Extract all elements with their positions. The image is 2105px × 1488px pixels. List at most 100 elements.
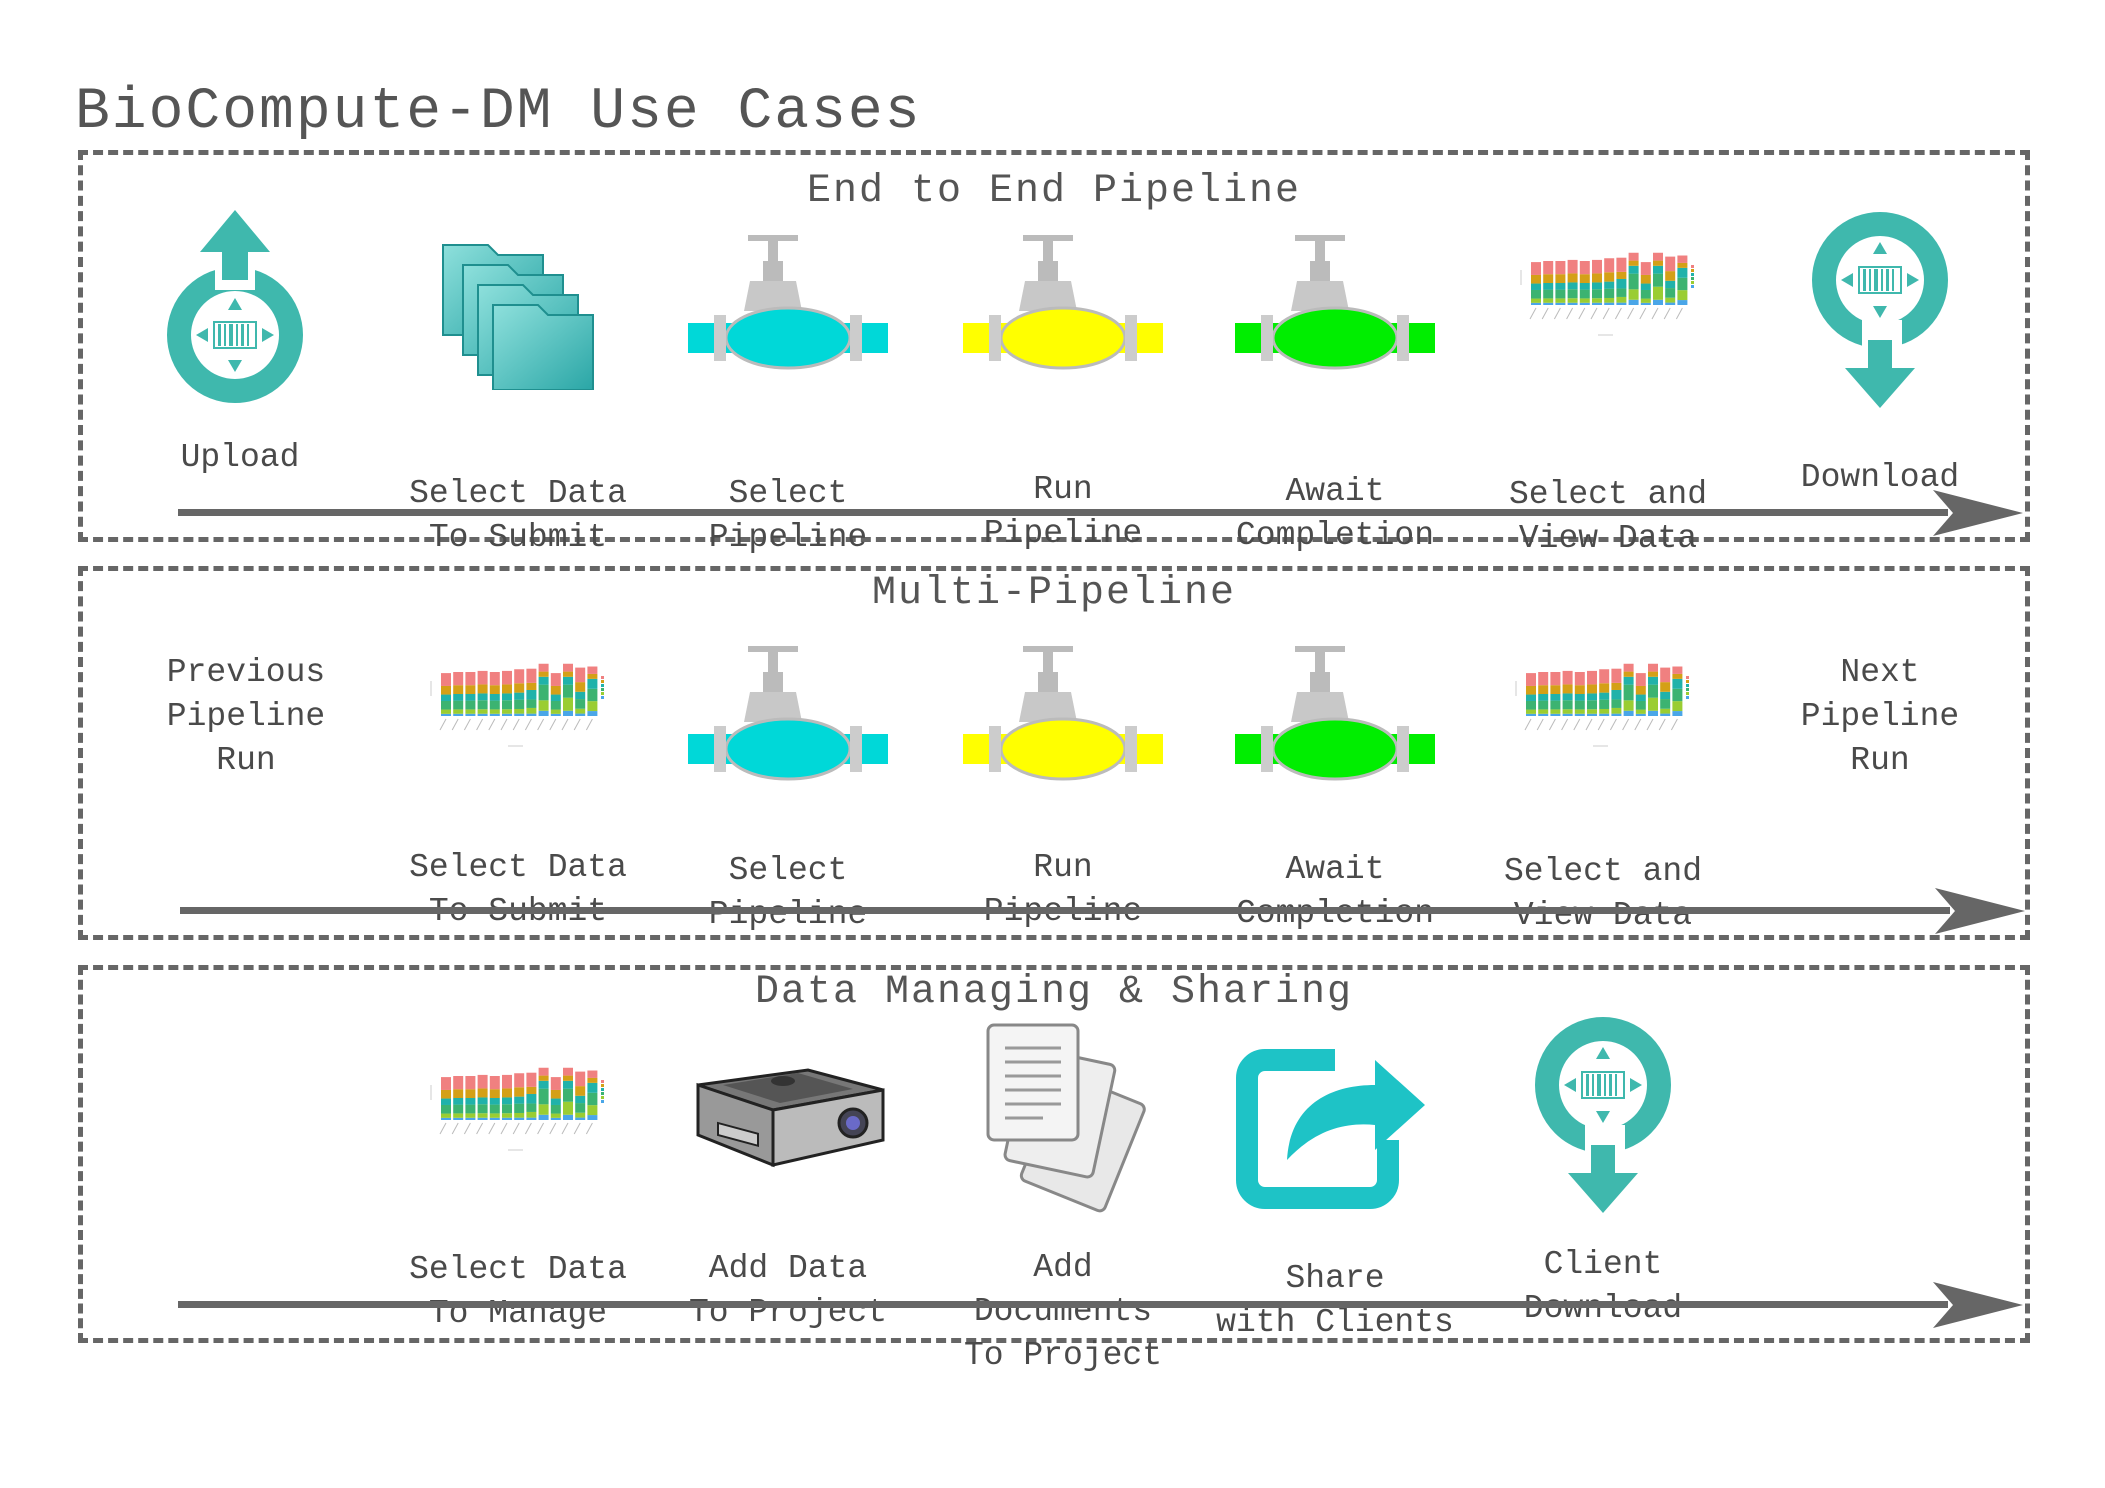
step-label: Download (1800, 459, 1960, 496)
thumbnail-bar-segment (1550, 713, 1561, 716)
thumbnail-tick (585, 718, 593, 731)
thumbnail-bar-segment (441, 1104, 451, 1114)
next-pipeline-run: Next Pipeline Run (1800, 654, 1960, 779)
thumbnail-bar-segment (526, 1117, 537, 1120)
step-select-data-to-submit[interactable]: Select Data To Submit (393, 210, 643, 556)
thumbnail-bar-segment (538, 1114, 549, 1120)
thumbnail-bar-segment (575, 1117, 586, 1120)
thumbnail-bar-segment (1611, 689, 1622, 700)
step-select-and-view-data[interactable]: Select and View Data (1483, 195, 1733, 557)
panel-title: Data Managing & Sharing (754, 970, 1354, 1015)
thumbnail-bar-segment (1640, 274, 1651, 284)
thumbnail-tick (1573, 718, 1581, 731)
thumbnail-bar-segment (1604, 297, 1615, 303)
thumbnail-bar-segment (1653, 260, 1663, 266)
thumbnail-bar-segment (453, 1117, 464, 1120)
thumbnail-bar-segment (550, 1098, 561, 1105)
step-await-completion[interactable]: Await Completion (1210, 621, 1460, 932)
thumbnail-bar-segment (1587, 684, 1597, 694)
thumbnail-bar-segment (477, 1088, 488, 1098)
thumbnail-bar-segment (1587, 700, 1597, 710)
step-select-data-to-manage[interactable]: Select Data To Manage (393, 1010, 643, 1332)
step-client-download[interactable]: Client Download (1478, 1015, 1728, 1327)
thumbnail-bar-segment (502, 1104, 512, 1114)
thumbnail-bar-segment (1562, 684, 1573, 694)
thumbnail-bar-segment (1648, 671, 1658, 677)
thumbnail-bar-segment (1599, 713, 1610, 716)
thumbnail-bar-segment (1640, 298, 1651, 303)
thumbnail-bar-segment (1562, 693, 1573, 701)
thumbnail-bar-segment (575, 1095, 586, 1104)
thumbnail-bar-segment (1665, 280, 1676, 289)
share-icon (1235, 1020, 1435, 1220)
thumbnail-bar-segment (563, 697, 573, 711)
thumbnail-bar-segment (1623, 663, 1634, 672)
stacked-bar-chart-icon (1503, 606, 1703, 806)
step-upload[interactable]: Upload (115, 210, 365, 476)
step-add-documents-to-project[interactable]: Add Documents To Project (938, 1020, 1188, 1374)
thumbnail-bar-segment (526, 682, 537, 690)
step-select-data-to-submit[interactable]: Select Data To Submit (393, 606, 643, 930)
thumbnail-bar-segment (538, 663, 549, 672)
step-label: Run Pipeline (983, 471, 1143, 552)
thumbnail-bar-segment (502, 1097, 512, 1105)
thumbnail-bar-segment (1555, 261, 1566, 275)
thumbnail-bar-segment (526, 1086, 537, 1094)
thumbnail-bar-segment (514, 1073, 525, 1088)
step-select-and-view-data[interactable]: Select and View Data (1478, 606, 1728, 934)
thumbnail-bar-segment (587, 688, 598, 702)
thumbnail-legend-swatch (1691, 273, 1694, 276)
thumbnail-bar-segment (575, 667, 586, 683)
thumbnail-bar-segment (1660, 682, 1671, 692)
thumbnail-bar-segment (465, 1089, 476, 1098)
thumbnail-bar-segment (441, 1089, 451, 1099)
thumbnail-tick (1614, 307, 1622, 320)
thumbnail-bar-segment (1660, 667, 1671, 683)
step-await-completion[interactable]: Await Completion (1210, 210, 1460, 554)
thumbnail-bar-segment (453, 1076, 464, 1090)
step-label: Select and View Data (1503, 853, 1703, 934)
step-add-data-to-project[interactable]: Add Data To Project (663, 1010, 913, 1331)
thumbnail-bar-segment (1628, 299, 1639, 305)
step-label: Select and View Data (1508, 476, 1708, 557)
thumbnail-bar-segment (538, 1080, 549, 1089)
thumbnail-bar-segment (502, 713, 512, 716)
thumbnail-bar-segment (1550, 685, 1561, 694)
thumbnail-legend-swatch (601, 1088, 604, 1091)
thumbnail-bar-segment (1648, 684, 1658, 698)
thumbnail-bar-segment (1567, 273, 1578, 283)
thumbnail-legend-swatch (601, 676, 604, 679)
stacked-bar-chart-icon (418, 606, 618, 806)
thumbnail-bar-segment (514, 669, 525, 684)
thumbnail-bar-segment (1665, 297, 1676, 303)
step-select-pipeline[interactable]: Select Pipeline (663, 210, 913, 556)
thumbnail-bar-segment (1538, 709, 1549, 714)
flow-arrow (178, 1282, 2023, 1328)
thumbnail-bar-segment (1543, 289, 1554, 299)
thumbnail-tick (537, 1122, 545, 1135)
thumbnail-bar-segment (1543, 283, 1554, 290)
thumbnail-bar-segment (1538, 672, 1549, 686)
step-share-with-clients[interactable]: Share with Clients (1210, 1020, 1460, 1341)
thumbnail-tick (1541, 307, 1549, 320)
step-download[interactable]: Download (1755, 210, 2005, 496)
thumbnail-bar-segment (575, 1112, 586, 1118)
thumbnail-bar-segment (1640, 262, 1651, 275)
step-run-pipeline[interactable]: Run Pipeline (938, 210, 1188, 552)
step-select-pipeline[interactable]: Select Pipeline (663, 621, 913, 933)
thumbnail-bar-segment (477, 693, 488, 701)
thumbnail-bar-segment (1538, 694, 1549, 701)
thumbnail-bar-segment (538, 1104, 549, 1115)
step-run-pipeline[interactable]: Run Pipeline (938, 621, 1188, 930)
thumbnail-bar-segment (453, 713, 464, 716)
thumbnail-bar-segment (1543, 298, 1554, 303)
thumbnail-bar-segment (1611, 668, 1622, 683)
thumbnail-tick (1585, 718, 1593, 731)
thumbnail-bar-segment (477, 1117, 488, 1120)
thumbnail-bar-segment (1628, 260, 1639, 266)
thumbnail-bar-segment (1672, 711, 1683, 716)
thumbnail-bar-segment (1648, 676, 1658, 685)
cyan-valve-icon (688, 621, 888, 821)
thumbnail-bar-segment (1665, 271, 1676, 281)
thumbnail-bar-segment (441, 713, 451, 716)
